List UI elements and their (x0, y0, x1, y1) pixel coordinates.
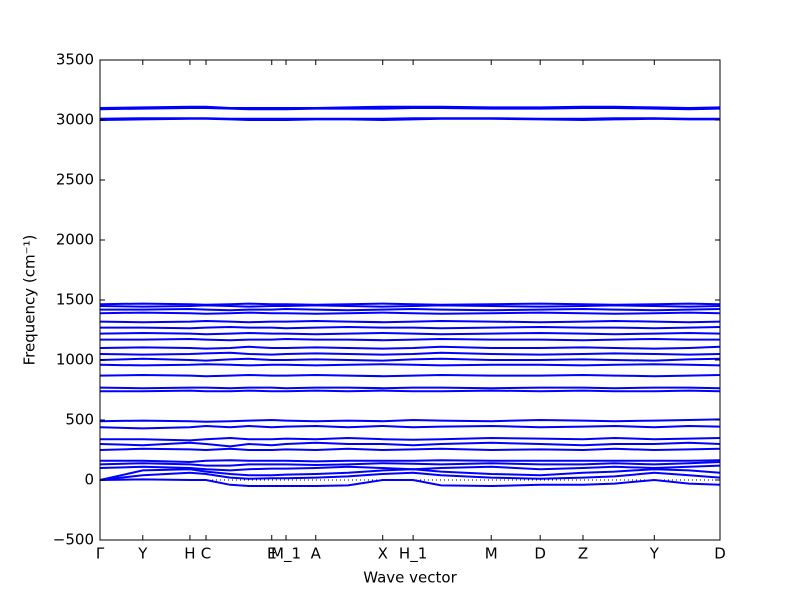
y-tick-label: 1000 (56, 351, 94, 369)
band-line (99, 107, 721, 111)
band-line (100, 307, 721, 312)
band-line (99, 478, 721, 488)
band-line (99, 351, 721, 356)
x-tick-label: M_1 (271, 545, 301, 564)
band-line (99, 105, 721, 110)
band-line (100, 436, 721, 442)
band-line (99, 471, 721, 481)
x-tick-label: D (534, 545, 546, 563)
band-line (99, 302, 721, 306)
band-line (99, 357, 721, 362)
x-tick-label: M (485, 545, 498, 563)
y-tick-label: −500 (53, 531, 94, 549)
band-line (100, 325, 721, 330)
x-tick-label: Γ (96, 545, 105, 563)
band-line (99, 418, 721, 423)
y-tick-label: 3500 (56, 51, 94, 69)
x-tick-label: C (201, 545, 211, 563)
x-tick-label: Y (649, 545, 660, 563)
x-axis-label: Wave vector (363, 569, 457, 587)
y-axis-label: Frequency (cm⁻¹) (21, 235, 39, 366)
y-tick-label: 0 (84, 471, 94, 489)
band-line (99, 424, 721, 430)
band-line (99, 345, 721, 350)
y-tick-label: 1500 (56, 291, 94, 309)
y-tick-label: 2500 (56, 171, 94, 189)
x-tick-label: Y (137, 545, 148, 563)
band-line (100, 337, 720, 342)
band-line (100, 459, 721, 464)
band-line (99, 373, 721, 378)
band-line (99, 363, 721, 367)
y-tick-label: 2000 (56, 231, 94, 249)
x-tick-label: X (378, 545, 388, 563)
band-line (100, 389, 721, 393)
y-tick-label: 500 (65, 411, 94, 429)
x-tick-label: E (267, 545, 276, 563)
band-line (99, 331, 721, 336)
x-tick-label: Z (578, 545, 588, 563)
band-line (99, 386, 721, 390)
band-line (99, 319, 721, 324)
band-line (99, 447, 721, 452)
band-line (99, 461, 721, 467)
band-line (99, 311, 721, 315)
band-line (99, 441, 721, 448)
band-line (99, 464, 721, 472)
y-tick-label: 3000 (56, 111, 94, 129)
x-tick-label: D (714, 545, 726, 563)
x-tick-label: H (184, 545, 195, 563)
band-line (99, 117, 720, 120)
x-tick-label: A (311, 545, 322, 563)
band-line (99, 468, 721, 481)
x-tick-label: H_1 (399, 545, 427, 564)
